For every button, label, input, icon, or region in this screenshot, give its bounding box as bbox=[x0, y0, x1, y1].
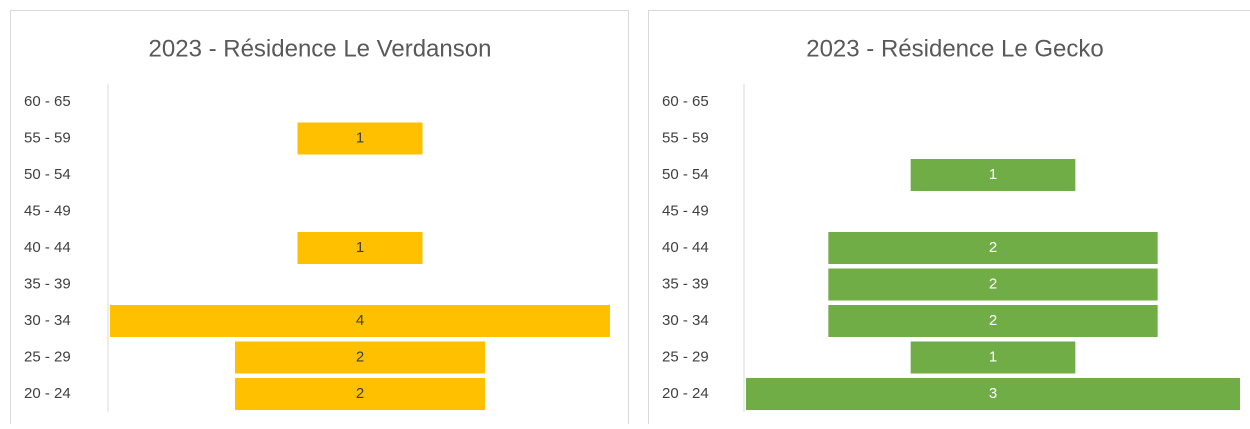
y-tick-label: 55 - 59 bbox=[662, 129, 709, 146]
y-tick-label: 45 - 49 bbox=[24, 202, 71, 219]
y-tick-label: 30 - 34 bbox=[24, 312, 71, 329]
y-tick-label: 35 - 39 bbox=[662, 275, 709, 292]
data-label: 2 bbox=[989, 312, 997, 329]
y-tick-label: 50 - 54 bbox=[24, 166, 71, 183]
chart-title: 2023 - Résidence Le Verdanson bbox=[149, 35, 492, 62]
data-label: 2 bbox=[356, 348, 364, 365]
y-tick-label: 50 - 54 bbox=[662, 166, 709, 183]
y-tick-label: 35 - 39 bbox=[24, 275, 71, 292]
data-label: 4 bbox=[356, 312, 364, 329]
y-tick-label: 45 - 49 bbox=[662, 202, 709, 219]
y-tick-label: 20 - 24 bbox=[24, 385, 71, 402]
data-label: 1 bbox=[356, 239, 364, 256]
y-tick-label: 25 - 29 bbox=[662, 348, 709, 365]
y-tick-label: 40 - 44 bbox=[662, 239, 709, 256]
data-label: 2 bbox=[989, 239, 997, 256]
data-label: 1 bbox=[989, 348, 997, 365]
y-tick-label: 20 - 24 bbox=[662, 385, 709, 402]
chart-title: 2023 - Résidence Le Gecko bbox=[806, 35, 1104, 62]
data-label: 1 bbox=[356, 129, 364, 146]
data-label: 2 bbox=[356, 385, 364, 402]
y-tick-label: 30 - 34 bbox=[662, 312, 709, 329]
y-tick-label: 55 - 59 bbox=[24, 129, 71, 146]
data-label: 2 bbox=[989, 275, 997, 292]
y-tick-label: 25 - 29 bbox=[24, 348, 71, 365]
data-label: 1 bbox=[989, 166, 997, 183]
y-tick-label: 60 - 65 bbox=[24, 93, 71, 110]
y-tick-label: 60 - 65 bbox=[662, 93, 709, 110]
data-label: 3 bbox=[989, 385, 997, 402]
y-tick-label: 40 - 44 bbox=[24, 239, 71, 256]
